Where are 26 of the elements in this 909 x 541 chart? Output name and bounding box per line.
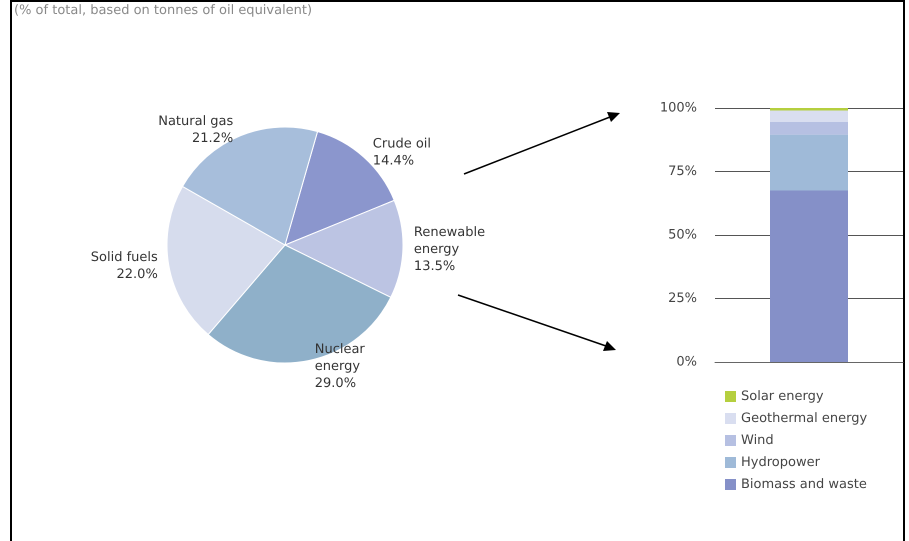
bar [770, 108, 848, 111]
bar [770, 190, 848, 362]
legend-label: Biomass and waste [741, 477, 867, 492]
bar [770, 134, 848, 191]
slice-label: Solid fuels [90, 250, 158, 266]
y-tick-label: 0% [676, 354, 697, 370]
data-label: 22.0% [116, 267, 158, 282]
y-tick-label: 100% [660, 100, 697, 116]
slice-label: Natural gas [158, 114, 234, 130]
y-tick-label: 50% [668, 228, 697, 242]
legend-label: Hydropower [741, 455, 821, 470]
data-label: 29.0% [314, 376, 356, 392]
legend-label: Geothermal energy [741, 411, 868, 426]
slice-label: Nuclear energy [314, 342, 369, 374]
bar [770, 122, 848, 135]
y-tick-label: 75% [668, 164, 697, 179]
data-label: 14.4% [372, 154, 414, 169]
data-label: 13.5% [414, 258, 456, 274]
legend-label: Wind [741, 433, 774, 448]
slice-label: Crude oil [372, 136, 432, 152]
text: (% of total, based on tonnes of oil equivalent) [14, 3, 312, 18]
data-label: 21.2% [192, 131, 234, 146]
y-tick-label: 25% [668, 291, 697, 306]
slice-label: Renewable energy [414, 224, 490, 257]
bar [770, 110, 848, 122]
legend-label: Solar energy [741, 389, 824, 404]
